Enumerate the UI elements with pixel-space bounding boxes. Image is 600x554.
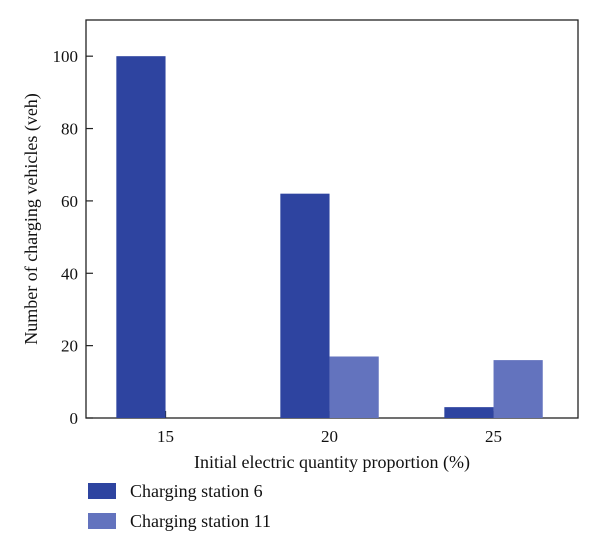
x-axis-label: Initial electric quantity proportion (%) (194, 452, 470, 473)
y-tick-label-60: 60 (61, 192, 78, 211)
y-tick-label-80: 80 (61, 120, 78, 139)
x-tick-label-15: 15 (157, 427, 174, 446)
y-axis-ticks: 0 20 40 60 80 100 (53, 47, 93, 428)
legend-swatch-charging-station-11 (88, 513, 116, 529)
bar-series (116, 56, 543, 418)
y-tick-label-100: 100 (53, 47, 79, 66)
bar-charging-station-11-20 (329, 356, 379, 418)
y-tick-label-20: 20 (61, 337, 78, 356)
legend-label-charging-station-11: Charging station 11 (130, 511, 271, 531)
bar-charging-station-6-15 (116, 56, 166, 418)
x-tick-label-20: 20 (321, 427, 338, 446)
x-tick-label-25: 25 (485, 427, 502, 446)
x-axis-ticks: 15 20 25 (157, 411, 502, 446)
y-tick-label-0: 0 (70, 409, 79, 428)
y-axis-label: Number of charging vehicles (veh) (21, 93, 42, 345)
bar-charging-station-11-25 (493, 360, 543, 418)
bar-charging-station-6-20 (280, 193, 330, 418)
bar-charging-station-6-25 (444, 407, 494, 418)
y-tick-label-40: 40 (61, 264, 78, 283)
legend: Charging station 6 Charging station 11 (88, 481, 271, 531)
legend-label-charging-station-6: Charging station 6 (130, 481, 263, 501)
legend-swatch-charging-station-6 (88, 483, 116, 499)
